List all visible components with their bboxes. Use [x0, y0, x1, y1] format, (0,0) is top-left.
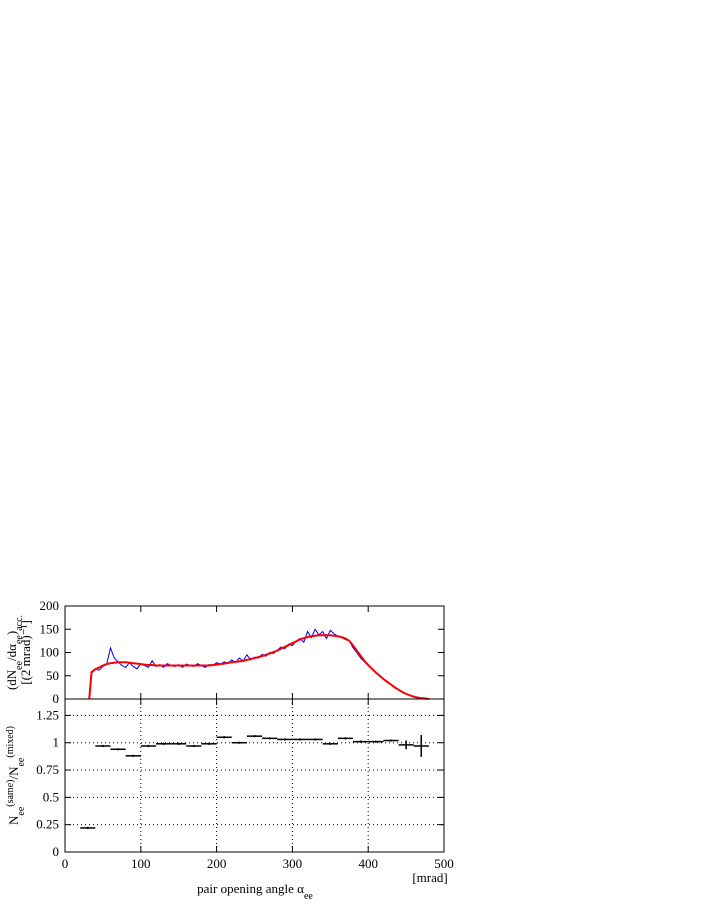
y-tick-label: 0.75 [36, 762, 59, 777]
plot-frame [64, 698, 445, 853]
y-axis-label-part: (dN [4, 669, 19, 690]
x-axis-unit: [mrad] [412, 870, 447, 885]
x-tick-label: 400 [358, 856, 378, 871]
y-tick-label: 0.5 [43, 789, 59, 804]
y-tick-label: 0 [53, 691, 60, 706]
y-tick-label: 100 [40, 645, 60, 660]
y-axis-label: Nee(same)/Nee(mixed) [5, 726, 27, 825]
y-axis-label: (dNee/dαee)acc. [4, 615, 25, 690]
y-tick-label: 200 [40, 598, 60, 613]
x-tick-label: 300 [283, 856, 303, 871]
y-axis-label-part: /dα [4, 644, 19, 661]
y-axis-label-part: ) [4, 631, 19, 635]
data-line [88, 634, 429, 700]
y-axis-label-line2: [(2 mrad)⁻¹] [18, 620, 33, 685]
y-axis-label-part: ee [14, 660, 25, 669]
x-tick-label: 0 [62, 856, 69, 871]
y-axis-label-part: acc. [14, 615, 25, 631]
y-axis-label-part: ee [16, 757, 27, 766]
y-axis-label-part: (mixed) [5, 726, 16, 758]
x-axis-label: pair opening angle αee [197, 881, 313, 902]
y-tick-label: 50 [46, 668, 59, 683]
y-tick-label: 0.25 [36, 817, 59, 832]
x-tick-label: 100 [131, 856, 151, 871]
y-tick-label: 0 [53, 844, 60, 859]
y-tick-label: 1.25 [36, 707, 59, 722]
y-tick-label: 150 [40, 621, 60, 636]
y-axis-label-part: N [6, 815, 21, 825]
x-axis-label-part: pair opening angle α [197, 881, 304, 896]
x-tick-label: 500 [434, 856, 454, 871]
y-tick-label: 1 [53, 735, 60, 750]
x-tick-label: 200 [207, 856, 227, 871]
plot-frame [64, 605, 445, 700]
y-axis-label-part: /N [6, 766, 21, 780]
y-axis-label-part: ee [14, 635, 25, 644]
x-axis-label-part: ee [304, 891, 313, 902]
y-axis-label-part: (same) [5, 780, 16, 807]
y-axis-label-part: ee [16, 806, 27, 815]
